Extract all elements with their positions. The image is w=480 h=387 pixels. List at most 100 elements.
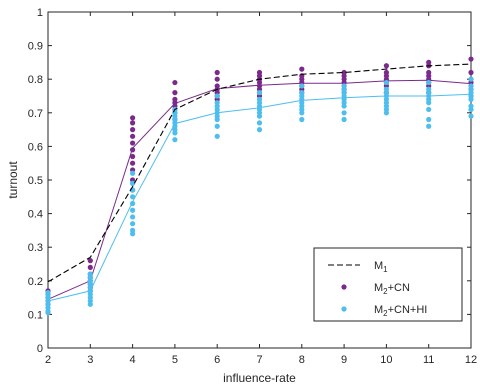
- x-tick-label: 11: [423, 354, 434, 366]
- data-point: [383, 79, 389, 86]
- data-point: [426, 59, 432, 65]
- data-point: [214, 123, 220, 129]
- data-point: [214, 133, 220, 139]
- y-tick-label: 0.8: [28, 74, 43, 86]
- data-point: [341, 69, 347, 76]
- data-point: [299, 90, 305, 96]
- data-point: [130, 227, 136, 233]
- data-point: [426, 79, 432, 86]
- data-point: [256, 90, 263, 96]
- data-point: [214, 93, 220, 99]
- data-point: [426, 123, 432, 129]
- legend-entry: M2+CN: [341, 282, 410, 296]
- y-tick-label: 1: [37, 7, 43, 19]
- data-point: [468, 103, 474, 109]
- data-point: [426, 106, 432, 113]
- data-point: [256, 120, 263, 126]
- data-point: [299, 66, 305, 72]
- y-tick-label: 0.4: [28, 209, 43, 221]
- data-point: [172, 137, 178, 143]
- data-point: [172, 90, 178, 96]
- legend-entry: M2+CN+HI: [341, 304, 427, 318]
- data-point: [214, 83, 220, 89]
- x-tick-label: 7: [256, 354, 262, 366]
- legend-box: [313, 247, 463, 322]
- legend: M1 M2+CN M2+CN+HI: [313, 247, 463, 322]
- x-axis: 2 3 4 5 6 7 8 9 10 11 12: [45, 12, 477, 366]
- y-tick-label: 0.7: [28, 108, 43, 120]
- data-point: [130, 170, 136, 176]
- data-point: [130, 133, 136, 139]
- data-point: [130, 120, 136, 126]
- y-axis: 0 0.1 0.2 0.3 0.4 0.5 0.6 0.7 0.8 0.9 1: [28, 7, 471, 355]
- data-point: [426, 86, 432, 92]
- x-tick-label: 5: [172, 354, 178, 366]
- series-layer: [45, 56, 474, 316]
- data-point: [214, 69, 220, 76]
- legend-label: M1: [374, 260, 388, 274]
- data-point: [87, 264, 93, 270]
- data-point: [468, 113, 474, 119]
- data-point: [130, 153, 136, 160]
- data-point: [256, 127, 263, 133]
- legend-entry: M1: [328, 260, 388, 274]
- legend-label: M2+CN+HI: [374, 304, 427, 318]
- data-point: [130, 160, 136, 166]
- data-point: [172, 79, 178, 86]
- series-line: [47, 63, 472, 283]
- data-point: [426, 69, 432, 76]
- data-point: [87, 271, 93, 277]
- data-point: [130, 127, 136, 133]
- data-point: [256, 96, 263, 102]
- y-axis-label: turnout: [6, 161, 20, 199]
- data-point: [468, 69, 474, 76]
- data-point: [426, 116, 432, 123]
- data-point: [172, 96, 178, 102]
- data-point: [256, 69, 263, 76]
- series-line: [47, 79, 472, 300]
- x-tick-label: 10: [380, 354, 392, 366]
- data-point: [383, 69, 389, 76]
- y-tick-label: 0.3: [28, 242, 43, 254]
- data-point: [130, 140, 136, 146]
- x-tick-label: 3: [87, 354, 93, 366]
- data-point: [341, 110, 347, 116]
- legend-label: M2+CN: [374, 282, 410, 296]
- data-point: [214, 100, 220, 106]
- data-point: [130, 194, 136, 200]
- data-point: [130, 115, 136, 121]
- y-tick-label: 0.5: [28, 175, 43, 187]
- x-tick-label: 8: [299, 354, 305, 366]
- x-tick-label: 9: [341, 354, 347, 366]
- data-point: [341, 116, 347, 123]
- data-point: [130, 207, 136, 213]
- x-tick-label: 6: [214, 354, 220, 366]
- series-m1: [47, 63, 472, 283]
- y-tick-label: 0.2: [28, 276, 43, 288]
- data-point: [468, 76, 474, 82]
- series-m2-cn-hi: [45, 76, 474, 316]
- data-point: [45, 289, 51, 296]
- series-line: [47, 93, 472, 302]
- y-tick-label: 0.9: [28, 41, 43, 53]
- data-point: [214, 76, 220, 82]
- y-tick-label: 0.1: [28, 309, 43, 321]
- y-tick-label: 0.6: [28, 141, 43, 153]
- data-point: [299, 83, 305, 89]
- data-point: [130, 221, 136, 227]
- x-tick-label: 12: [465, 354, 477, 366]
- data-point: [383, 86, 389, 92]
- data-point: [341, 83, 347, 89]
- data-point: [299, 116, 305, 123]
- data-point: [130, 214, 136, 220]
- data-point: [383, 63, 389, 69]
- data-point: [468, 83, 474, 89]
- y-tick-label: 0: [37, 343, 43, 355]
- x-tick-label: 4: [130, 354, 136, 366]
- data-point: [130, 180, 136, 186]
- legend-swatch: [341, 284, 347, 290]
- data-point: [468, 56, 474, 62]
- legend-swatch: [341, 306, 347, 312]
- x-axis-label: influence-rate: [223, 371, 296, 385]
